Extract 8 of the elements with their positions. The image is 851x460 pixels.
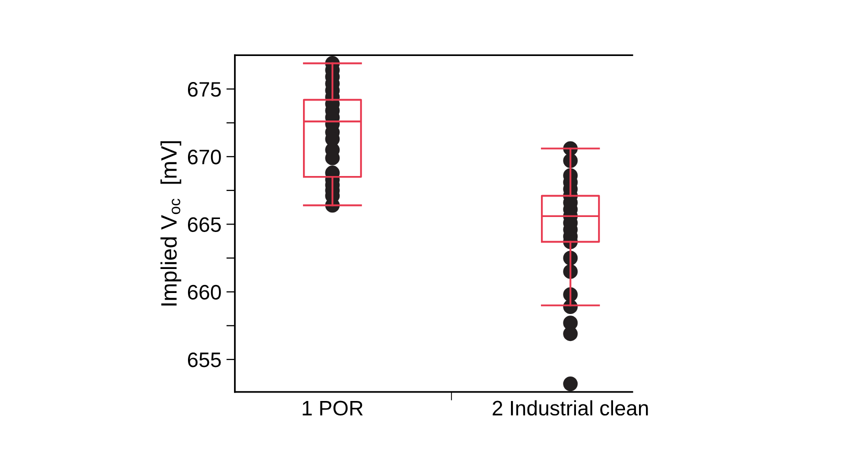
y-tick-label: 660 — [188, 284, 221, 300]
y-axis-title: Implied V$_{oc}$ [mV] — [160, 141, 182, 306]
x-tick-label: 1 POR — [302, 400, 363, 416]
y-tick-label: 670 — [188, 150, 221, 164]
y-tick-label: 665 — [188, 217, 221, 232]
x-tick-label: 2 Industrial clean — [492, 400, 648, 416]
y-tick-label: 655 — [188, 352, 221, 368]
y-tick-label: 675 — [188, 82, 221, 97]
